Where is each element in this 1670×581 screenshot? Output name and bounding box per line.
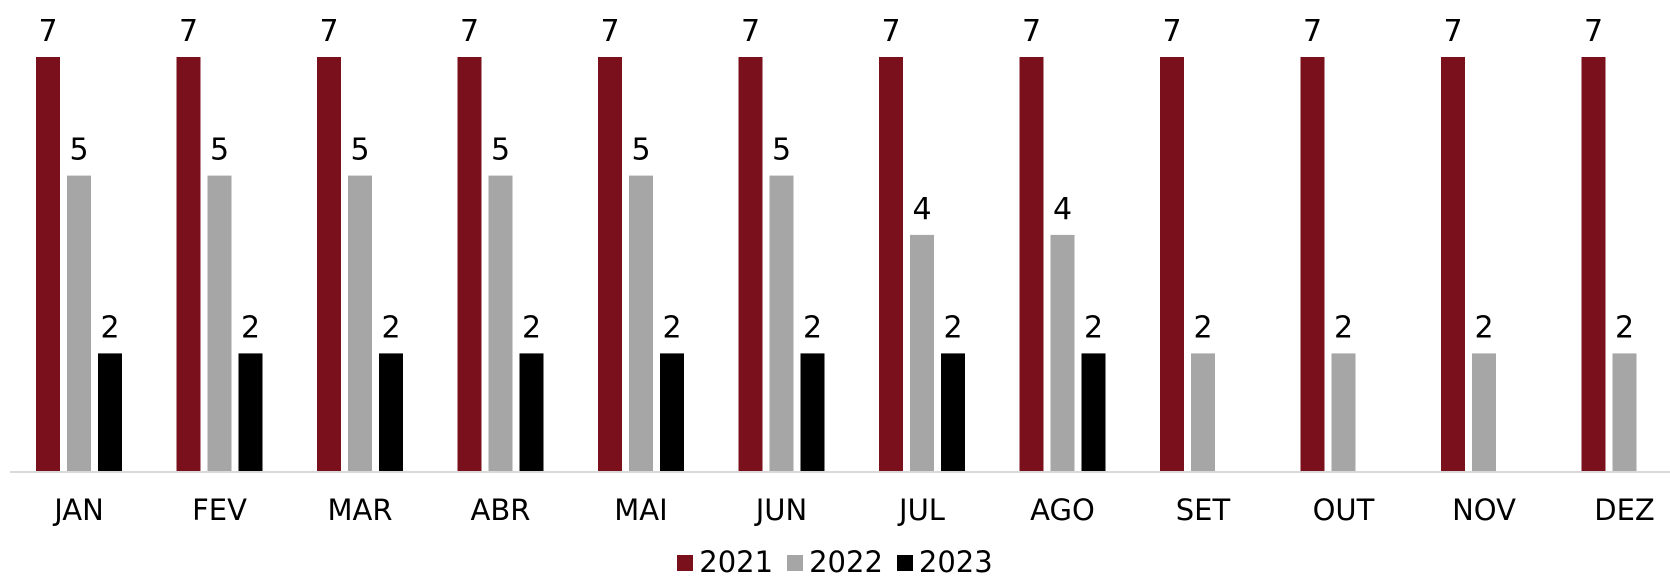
legend-label-2023: 2023: [918, 545, 993, 579]
bar-2021-dez: [1581, 57, 1606, 472]
data-label-2022-mai: 5: [631, 133, 650, 168]
data-label-2021-abr: 7: [460, 14, 479, 49]
bar-2022-set: [1191, 353, 1215, 472]
bar-2022-mar: [348, 175, 372, 472]
bar-2023-abr: [519, 353, 544, 472]
data-label-2023-jun: 2: [803, 310, 822, 345]
bar-2021-mar: [317, 57, 341, 472]
bar-2022-jan: [67, 175, 91, 472]
bar-2023-mai: [660, 353, 684, 472]
bar-2023-mar: [379, 353, 403, 472]
bar-2021-set: [1160, 57, 1184, 472]
bar-2021-abr: [457, 57, 482, 472]
data-label-2022-mar: 5: [350, 133, 369, 168]
data-label-2023-jan: 2: [100, 310, 119, 345]
data-label-2021-jan: 7: [38, 14, 57, 49]
data-label-2021-out: 7: [1303, 14, 1322, 49]
bar-2023-ago: [1081, 353, 1106, 472]
data-label-2022-set: 2: [1193, 310, 1212, 345]
data-label-2021-mai: 7: [600, 14, 619, 49]
legend-item-2022: 2022: [787, 548, 883, 577]
bar-2022-jun: [769, 175, 794, 472]
x-tick-mar: MAR: [327, 493, 392, 527]
bar-2022-out: [1331, 353, 1356, 472]
legend: 2021 2022 2023: [0, 548, 1670, 577]
x-tick-set: SET: [1176, 493, 1231, 527]
data-label-2022-abr: 5: [491, 133, 510, 168]
data-label-2022-dez: 2: [1615, 310, 1634, 345]
legend-label-2022: 2022: [809, 545, 883, 579]
bar-2023-jun: [800, 353, 825, 472]
x-tick-fev: FEV: [192, 493, 247, 527]
data-label-2022-nov: 2: [1474, 310, 1493, 345]
bar-2022-abr: [488, 175, 513, 472]
x-tick-nov: NOV: [1452, 493, 1516, 527]
legend-item-2021: 2021: [677, 548, 773, 577]
data-label-2021-nov: 7: [1443, 14, 1462, 49]
legend-swatch-2021: [677, 554, 694, 571]
bar-2021-mai: [598, 57, 622, 472]
legend-item-2023: 2023: [896, 545, 993, 579]
bars-layer: [36, 57, 1637, 472]
bar-2022-nov: [1472, 353, 1496, 472]
bar-2021-ago: [1019, 57, 1044, 472]
data-label-2023-jul: 2: [943, 310, 962, 345]
data-label-2023-abr: 2: [522, 310, 541, 345]
bar-2022-jul: [910, 234, 934, 472]
x-tick-mai: MAI: [614, 493, 667, 527]
data-label-2023-fev: 2: [241, 310, 260, 345]
bar-2021-jun: [738, 57, 763, 472]
data-label-2023-ago: 2: [1084, 310, 1103, 345]
bar-2022-dez: [1612, 353, 1637, 472]
data-label-2022-jul: 4: [912, 192, 931, 227]
bar-2023-jan: [98, 353, 122, 472]
data-label-2022-out: 2: [1334, 310, 1353, 345]
x-tick-out: OUT: [1313, 493, 1375, 527]
x-tick-jun: JUN: [754, 493, 807, 527]
x-tick-dez: DEZ: [1594, 493, 1655, 527]
bar-2023-jul: [941, 353, 965, 472]
data-label-2021-jul: 7: [881, 14, 900, 49]
x-tick-ago: AGO: [1030, 493, 1095, 527]
bar-2022-ago: [1050, 234, 1075, 472]
bar-2021-fev: [176, 57, 201, 472]
bar-2022-fev: [207, 175, 232, 472]
data-label-2022-jan: 5: [69, 133, 88, 168]
data-label-2022-ago: 4: [1053, 192, 1072, 227]
data-labels-layer: 7 5 2 7 5 2 7 5 2 7 5 2 7 5 2 7 5 2 7 4 2 7 4 2 7 2 7 2 7 2 7 2: [38, 14, 1634, 345]
legend-swatch-2022: [787, 554, 804, 571]
data-label-2021-dez: 7: [1584, 14, 1603, 49]
data-label-2021-jun: 7: [741, 14, 760, 49]
x-axis-ticks: JAN FEV MAR ABR MAI JUN JUL AGO SET OUT NOV DEZ: [52, 493, 1655, 527]
data-label-2021-fev: 7: [179, 14, 198, 49]
x-tick-jan: JAN: [52, 493, 104, 527]
data-label-2022-fev: 5: [210, 133, 229, 168]
bar-2022-mai: [629, 175, 653, 472]
data-label-2021-set: 7: [1162, 14, 1181, 49]
x-tick-abr: ABR: [471, 493, 531, 527]
bar-2021-jul: [879, 57, 903, 472]
x-tick-jul: JUL: [897, 493, 945, 527]
data-label-2023-mar: 2: [381, 310, 400, 345]
bar-2021-out: [1300, 57, 1325, 472]
bar-2021-nov: [1441, 57, 1465, 472]
data-label-2022-jun: 5: [772, 133, 791, 168]
legend-label-2021: 2021: [699, 545, 774, 579]
data-label-2023-mai: 2: [662, 310, 681, 345]
data-label-2021-ago: 7: [1022, 14, 1041, 49]
data-label-2021-mar: 7: [319, 14, 338, 49]
bar-2021-jan: [36, 57, 60, 472]
bar-2023-fev: [238, 353, 263, 472]
legend-swatch-2023: [896, 554, 913, 571]
